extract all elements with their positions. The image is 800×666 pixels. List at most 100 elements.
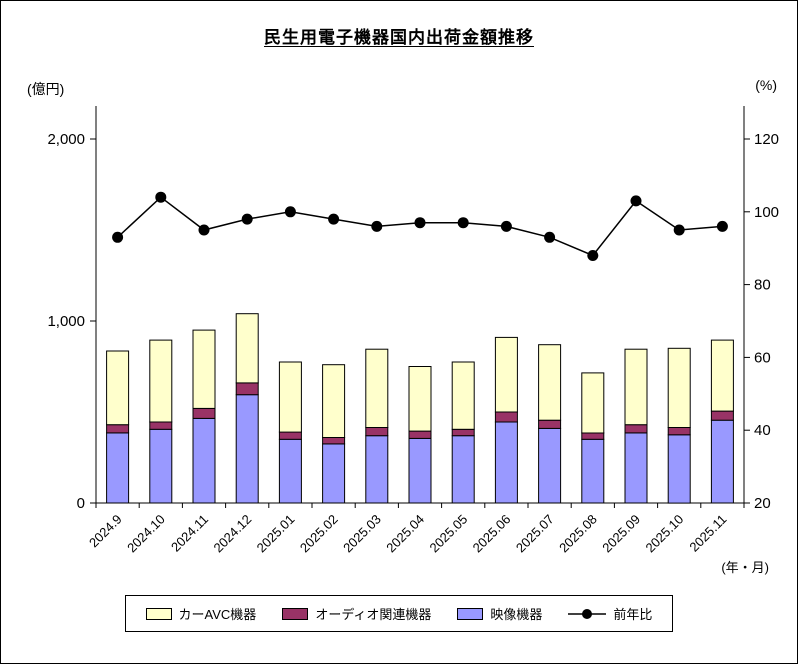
legend-item-yoy: 前年比 bbox=[568, 604, 652, 623]
bar-segment-video bbox=[322, 443, 346, 504]
bar-segment-video bbox=[494, 421, 518, 504]
left-axis-tick-label: 2,000 bbox=[47, 131, 85, 148]
x-axis-label: 2025.06 bbox=[470, 512, 514, 556]
legend-swatch-car-avc bbox=[145, 607, 172, 620]
left-axis-tick-label: 1,000 bbox=[47, 313, 85, 330]
bar-segment-audio bbox=[451, 428, 475, 437]
bar-segment-video bbox=[365, 435, 389, 504]
x-axis-label: 2025.02 bbox=[297, 512, 341, 556]
bar-segment-video bbox=[106, 432, 130, 504]
x-axis-label: 2025.03 bbox=[340, 512, 384, 556]
bar-segment-audio bbox=[408, 430, 432, 439]
bar-segment-car_avc bbox=[365, 348, 389, 429]
legend-label-audio: オーディオ関連機器 bbox=[315, 607, 432, 622]
yoy-line-icon bbox=[568, 608, 607, 619]
legend-label-yoy: 前年比 bbox=[613, 607, 653, 622]
bar-segment-audio bbox=[365, 427, 389, 437]
legend: カーAVC機器 オーディオ関連機器 映像機器 前年比 bbox=[124, 595, 674, 632]
bar-segment-audio bbox=[278, 431, 302, 440]
x-axis-label: 2025.08 bbox=[556, 512, 600, 556]
bar-segment-video bbox=[451, 435, 475, 504]
bar-segment-video bbox=[235, 394, 259, 504]
x-axis-label: 2025.01 bbox=[254, 512, 298, 556]
x-axis-label: 2024.10 bbox=[124, 512, 168, 556]
bar-segment-video bbox=[710, 419, 734, 504]
yoy-marker bbox=[716, 220, 728, 232]
legend-label-video: 映像機器 bbox=[490, 607, 543, 622]
bar-segment-audio bbox=[149, 421, 173, 430]
bar-segment-car_avc bbox=[192, 329, 216, 409]
x-axis-label: 2025.11 bbox=[686, 512, 729, 555]
yoy-marker bbox=[544, 231, 556, 243]
legend-container: カーAVC機器 オーディオ関連機器 映像機器 前年比 bbox=[1, 595, 797, 632]
yoy-marker bbox=[630, 195, 642, 207]
bar-segment-audio bbox=[106, 424, 130, 434]
left-axis-tick-label: 0 bbox=[77, 495, 85, 512]
yoy-marker bbox=[241, 213, 253, 225]
x-axis-label: 2024.12 bbox=[210, 512, 254, 556]
bar-segment-car_avc bbox=[408, 366, 432, 432]
x-axis-label: 2024.11 bbox=[168, 512, 211, 555]
bar-segment-car_avc bbox=[581, 372, 605, 434]
bar-segment-audio bbox=[494, 411, 518, 423]
bar-segment-car_avc bbox=[624, 348, 648, 426]
right-axis-tick-label: 20 bbox=[754, 495, 771, 512]
x-axis-label: 2025.09 bbox=[599, 512, 643, 556]
yoy-marker bbox=[587, 250, 599, 261]
legend-swatch-audio bbox=[282, 607, 309, 620]
x-axis-label: 2024.9 bbox=[86, 512, 125, 551]
yoy-marker bbox=[371, 220, 383, 232]
right-axis-unit-label: (%) bbox=[755, 77, 777, 93]
yoy-marker bbox=[155, 191, 167, 203]
bar-segment-audio bbox=[581, 432, 605, 440]
legend-item-car-avc: カーAVC機器 bbox=[145, 604, 257, 623]
bar-segment-video bbox=[149, 428, 173, 504]
bar-segment-audio bbox=[235, 382, 259, 396]
legend-item-audio: オーディオ関連機器 bbox=[282, 604, 431, 623]
bar-segment-audio bbox=[710, 410, 734, 421]
legend-label-car-avc: カーAVC機器 bbox=[178, 607, 257, 622]
bar-segment-video bbox=[667, 434, 691, 504]
yoy-marker bbox=[500, 220, 512, 232]
yoy-marker bbox=[328, 213, 340, 225]
bar-segment-car_avc bbox=[149, 339, 173, 423]
bar-segment-video bbox=[538, 427, 562, 504]
bar-segment-car_avc bbox=[278, 361, 302, 433]
x-axis-label: 2025.05 bbox=[426, 512, 470, 556]
legend-item-video: 映像機器 bbox=[457, 604, 542, 623]
bar-segment-car_avc bbox=[494, 336, 518, 413]
bar-segment-car_avc bbox=[322, 364, 346, 439]
x-axis-label: 2025.07 bbox=[513, 512, 557, 556]
right-axis-tick-label: 60 bbox=[754, 349, 771, 366]
bar-segment-car_avc bbox=[667, 347, 691, 428]
x-axis-unit-label: (年・月) bbox=[721, 560, 769, 575]
right-axis-tick-label: 80 bbox=[754, 277, 771, 294]
bar-segment-car_avc bbox=[106, 350, 130, 426]
bar-segment-car_avc bbox=[451, 361, 475, 430]
bar-segment-video bbox=[624, 432, 648, 504]
right-axis-tick-label: 40 bbox=[754, 422, 771, 439]
bar-segment-video bbox=[408, 437, 432, 504]
bar-segment-audio bbox=[667, 427, 691, 436]
bar-segment-video bbox=[192, 417, 216, 504]
yoy-marker bbox=[414, 217, 426, 229]
x-axis-label: 2025.04 bbox=[383, 512, 427, 556]
bar-segment-audio bbox=[624, 424, 648, 434]
right-axis-tick-label: 100 bbox=[754, 204, 779, 221]
bar-segment-audio bbox=[192, 407, 216, 419]
bar-segment-video bbox=[581, 438, 605, 504]
yoy-marker bbox=[284, 206, 296, 218]
bar-segment-audio bbox=[538, 419, 562, 429]
yoy-marker bbox=[673, 224, 685, 236]
yoy-marker bbox=[457, 217, 469, 229]
left-axis-unit-label: (億円) bbox=[27, 81, 65, 97]
bar-segment-video bbox=[278, 438, 302, 504]
bar-segment-car_avc bbox=[235, 313, 259, 384]
yoy-marker bbox=[112, 231, 124, 243]
right-axis-tick-label: 120 bbox=[754, 131, 779, 148]
legend-swatch-video bbox=[457, 607, 484, 620]
chart-title: 民生用電子機器国内出荷金額推移 bbox=[264, 28, 534, 47]
bar-segment-car_avc bbox=[538, 344, 562, 421]
